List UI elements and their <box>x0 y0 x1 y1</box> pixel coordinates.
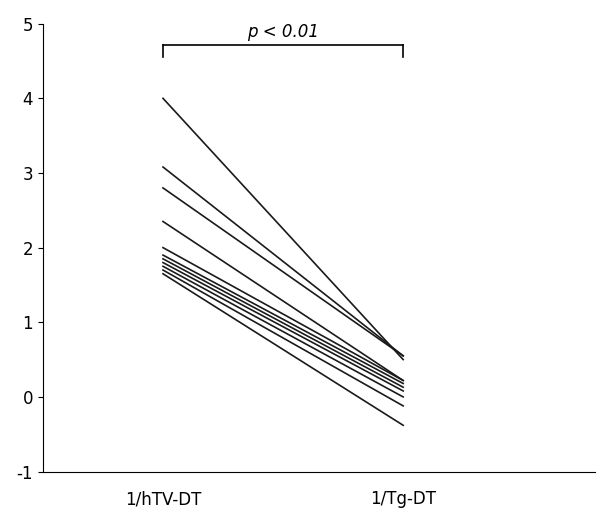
Text: p < 0.01: p < 0.01 <box>247 23 319 41</box>
